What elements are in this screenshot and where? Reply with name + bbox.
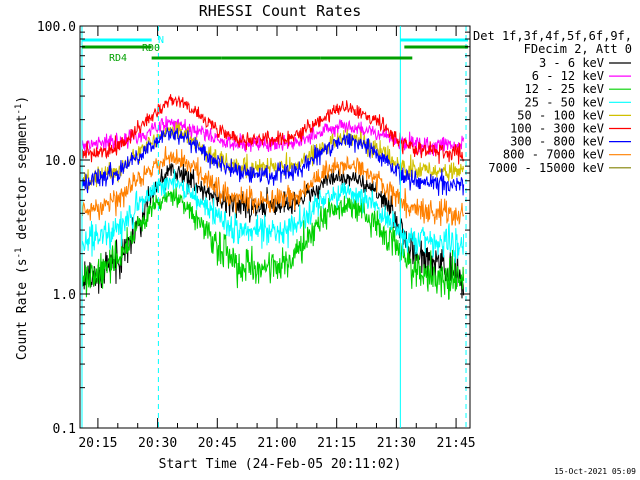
series-line-0: [81, 163, 465, 299]
y-axis-label-part1: Count Rate (s: [15, 258, 30, 360]
plot-frame: [79, 25, 471, 429]
legend-label-4: 50 - 100 keV: [517, 108, 604, 122]
legend-label-7: 800 - 7000 keV: [503, 148, 604, 162]
state-label-N: N: [158, 35, 164, 46]
state-bars: [81, 38, 469, 60]
legend-header-line2: FDecim 2, Att 0: [524, 42, 632, 56]
time-markers: [81, 26, 467, 428]
legend-label-8: 7000 - 15000 keV: [488, 161, 604, 175]
x-tick-label-6: 21:45: [437, 436, 476, 451]
y-axis-label-exp2: -1: [14, 104, 24, 115]
chart-title: RHESSI Count Rates: [199, 2, 362, 20]
legend-label-5: 100 - 300 keV: [510, 122, 604, 136]
series-layer: [81, 94, 465, 300]
y-tick-label-2: 10.0: [45, 154, 76, 169]
legend-label-2: 12 - 25 keV: [525, 82, 604, 96]
legend: Det 1f,3f,4f,5f,6f,9f, FDecim 2, Att 0 3…: [473, 29, 632, 175]
x-axis-label: Start Time (24-Feb-05 20:11:02): [159, 457, 402, 472]
y-tick-label-1: 1.0: [53, 288, 76, 303]
y-axis-label-part3: ): [15, 96, 30, 104]
y-tick-label-0: 0.1: [53, 422, 76, 437]
x-axis: 20:15 20:30 20:45 21:00 21:15 21:30 21:45: [78, 26, 476, 451]
x-tick-label-2: 20:45: [198, 436, 237, 451]
x-tick-label-5: 21:30: [377, 436, 416, 451]
generated-timestamp: 15-Oct-2021 05:09: [554, 467, 636, 476]
x-tick-label-4: 21:15: [317, 436, 356, 451]
legend-label-6: 300 - 800 keV: [510, 135, 604, 149]
x-tick-label-1: 20:30: [138, 436, 177, 451]
x-tick-label-0: 20:15: [78, 436, 117, 451]
y-axis-label: Count Rate (s-1 detector segment-1): [14, 96, 30, 360]
y-axis-label-part2: detector segment: [15, 115, 30, 248]
legend-label-1: 6 - 12 keV: [532, 69, 604, 83]
x-tick-label-3: 21:00: [257, 436, 296, 451]
state-label-RD4: RD4: [109, 53, 127, 64]
legend-label-0: 3 - 6 keV: [539, 56, 604, 70]
legend-label-3: 25 - 50 keV: [525, 95, 604, 109]
state-label-RD0: RD0: [142, 43, 160, 54]
legend-header-line1: Det 1f,3f,4f,5f,6f,9f,: [473, 29, 632, 43]
y-tick-label-3: 100.0: [37, 20, 76, 35]
y-axis-label-exp1: -1: [14, 248, 24, 259]
y-axis: 0.1 1.0 10.0 100.0: [37, 20, 470, 437]
